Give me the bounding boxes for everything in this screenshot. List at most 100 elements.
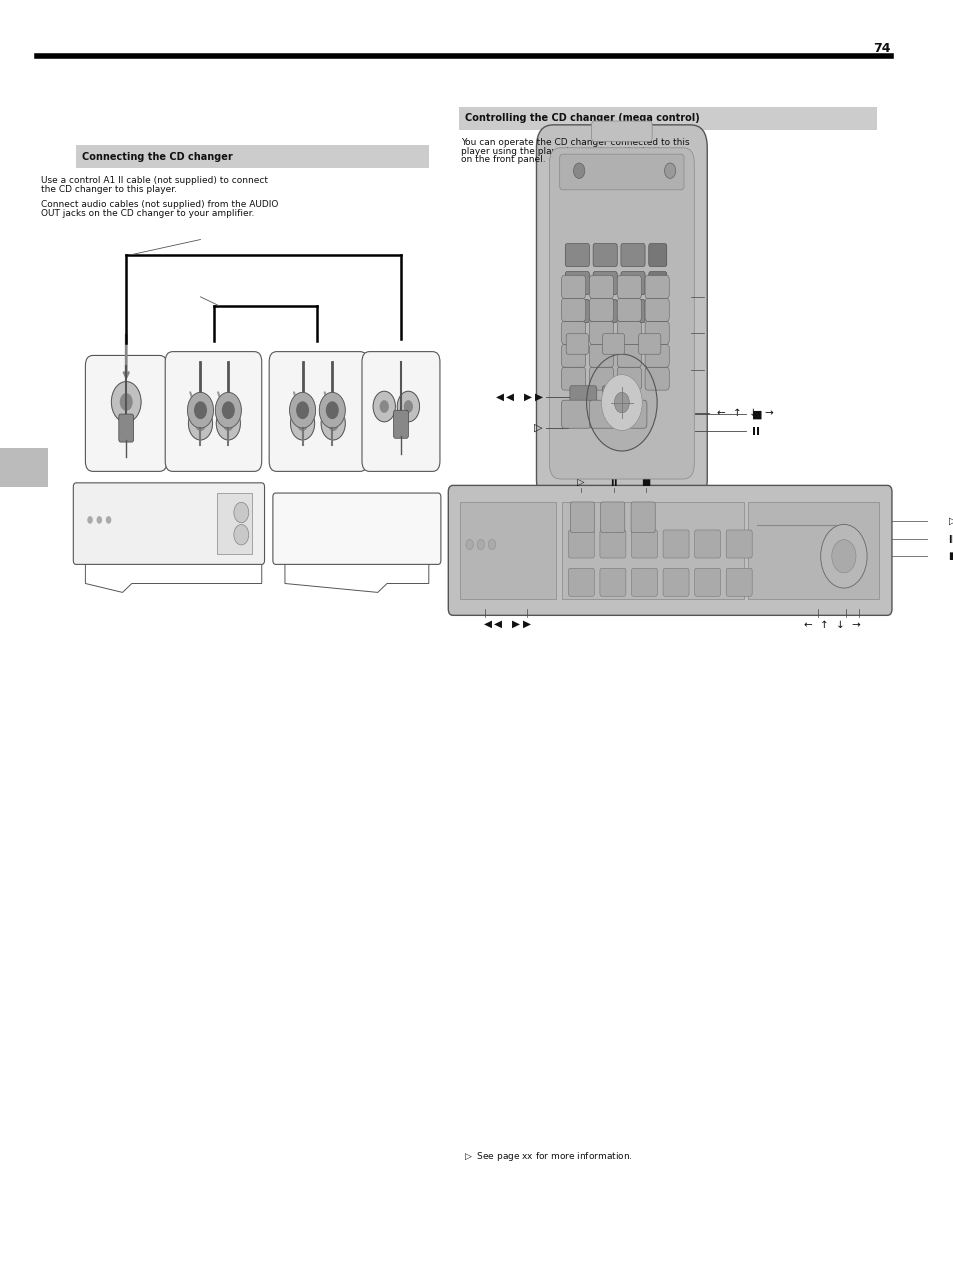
FancyBboxPatch shape — [569, 386, 597, 409]
Polygon shape — [285, 561, 428, 592]
FancyBboxPatch shape — [217, 493, 253, 554]
Text: $\blacksquare$: $\blacksquare$ — [750, 408, 761, 420]
FancyBboxPatch shape — [617, 298, 640, 321]
FancyBboxPatch shape — [694, 568, 720, 596]
FancyBboxPatch shape — [648, 271, 666, 294]
Circle shape — [96, 516, 102, 524]
Circle shape — [465, 539, 473, 549]
FancyBboxPatch shape — [589, 344, 613, 367]
FancyBboxPatch shape — [589, 275, 613, 298]
Text: $\mathbf{II}$: $\mathbf{II}$ — [750, 426, 760, 437]
Text: $\blacksquare$: $\blacksquare$ — [946, 550, 953, 562]
FancyBboxPatch shape — [536, 125, 706, 502]
FancyBboxPatch shape — [165, 352, 261, 471]
FancyBboxPatch shape — [0, 448, 49, 487]
Text: Controlling the CD changer (mega control): Controlling the CD changer (mega control… — [464, 113, 699, 124]
FancyBboxPatch shape — [617, 344, 640, 367]
FancyBboxPatch shape — [561, 367, 585, 390]
Circle shape — [222, 415, 233, 431]
FancyBboxPatch shape — [593, 299, 617, 322]
Text: Connecting the CD changer: Connecting the CD changer — [82, 152, 233, 162]
Text: $\triangleright$  See page xx for more information.: $\triangleright$ See page xx for more in… — [463, 1150, 632, 1163]
FancyBboxPatch shape — [648, 299, 666, 322]
FancyBboxPatch shape — [565, 271, 589, 294]
FancyBboxPatch shape — [631, 530, 657, 558]
FancyBboxPatch shape — [593, 243, 617, 266]
FancyBboxPatch shape — [593, 271, 617, 294]
FancyBboxPatch shape — [617, 367, 640, 390]
Circle shape — [325, 401, 338, 419]
FancyBboxPatch shape — [694, 530, 720, 558]
Circle shape — [222, 401, 234, 419]
FancyBboxPatch shape — [568, 530, 594, 558]
Text: the CD changer to this player.: the CD changer to this player. — [41, 185, 176, 194]
FancyBboxPatch shape — [565, 243, 589, 266]
FancyBboxPatch shape — [631, 502, 655, 533]
FancyBboxPatch shape — [648, 243, 666, 266]
Circle shape — [291, 406, 314, 440]
FancyBboxPatch shape — [269, 352, 367, 471]
Circle shape — [488, 539, 496, 549]
Text: 74: 74 — [873, 42, 890, 55]
Circle shape — [193, 401, 207, 419]
Circle shape — [189, 406, 213, 440]
FancyBboxPatch shape — [565, 334, 588, 354]
FancyBboxPatch shape — [448, 485, 891, 615]
FancyBboxPatch shape — [599, 568, 625, 596]
FancyBboxPatch shape — [631, 568, 657, 596]
Circle shape — [295, 401, 309, 419]
FancyBboxPatch shape — [273, 493, 440, 564]
Polygon shape — [86, 561, 261, 592]
Circle shape — [319, 392, 345, 428]
Text: $\mathbf{\blacktriangleleft\!\blacktriangleleft}$  $\mathbf{\blacktriangleright\: $\mathbf{\blacktriangleleft\!\blacktrian… — [492, 391, 543, 403]
Text: OUT jacks on the CD changer to your amplifier.: OUT jacks on the CD changer to your ampl… — [41, 209, 253, 218]
FancyBboxPatch shape — [570, 502, 594, 533]
Text: $\blacksquare$: $\blacksquare$ — [640, 476, 651, 488]
Circle shape — [296, 415, 308, 431]
FancyBboxPatch shape — [601, 386, 629, 409]
Text: You can operate the CD changer connected to this: You can operate the CD changer connected… — [461, 138, 689, 147]
FancyBboxPatch shape — [460, 502, 556, 599]
Text: $\mathbf{II}$: $\mathbf{II}$ — [609, 476, 618, 488]
FancyBboxPatch shape — [86, 355, 167, 471]
FancyBboxPatch shape — [617, 275, 640, 298]
FancyBboxPatch shape — [662, 530, 688, 558]
Circle shape — [321, 406, 345, 440]
FancyBboxPatch shape — [568, 568, 594, 596]
Circle shape — [614, 392, 629, 413]
FancyBboxPatch shape — [620, 299, 644, 322]
FancyBboxPatch shape — [561, 298, 585, 321]
FancyBboxPatch shape — [119, 414, 133, 442]
FancyBboxPatch shape — [561, 400, 591, 428]
Circle shape — [290, 392, 315, 428]
Text: $\mathbf{II}$: $\mathbf{II}$ — [946, 533, 953, 545]
FancyBboxPatch shape — [644, 344, 668, 367]
Circle shape — [373, 391, 395, 422]
FancyBboxPatch shape — [561, 321, 585, 344]
Text: on the front panel.: on the front panel. — [461, 155, 545, 164]
Circle shape — [664, 163, 675, 178]
FancyBboxPatch shape — [589, 400, 618, 428]
Circle shape — [327, 415, 338, 431]
FancyBboxPatch shape — [559, 154, 683, 190]
FancyBboxPatch shape — [73, 483, 264, 564]
Circle shape — [216, 406, 240, 440]
FancyBboxPatch shape — [565, 299, 589, 322]
FancyBboxPatch shape — [601, 334, 624, 354]
FancyBboxPatch shape — [644, 321, 668, 344]
Text: $\triangleright$: $\triangleright$ — [533, 422, 543, 434]
Circle shape — [112, 382, 141, 423]
Circle shape — [403, 400, 413, 413]
FancyBboxPatch shape — [549, 148, 694, 479]
Circle shape — [215, 392, 241, 428]
FancyBboxPatch shape — [591, 121, 652, 141]
FancyBboxPatch shape — [589, 367, 613, 390]
FancyBboxPatch shape — [725, 530, 751, 558]
Text: player using the player's remote or the buttons: player using the player's remote or the … — [461, 147, 676, 155]
FancyBboxPatch shape — [394, 410, 408, 438]
FancyBboxPatch shape — [459, 107, 876, 130]
FancyBboxPatch shape — [644, 298, 668, 321]
FancyBboxPatch shape — [644, 367, 668, 390]
FancyBboxPatch shape — [600, 502, 624, 533]
FancyBboxPatch shape — [620, 243, 644, 266]
